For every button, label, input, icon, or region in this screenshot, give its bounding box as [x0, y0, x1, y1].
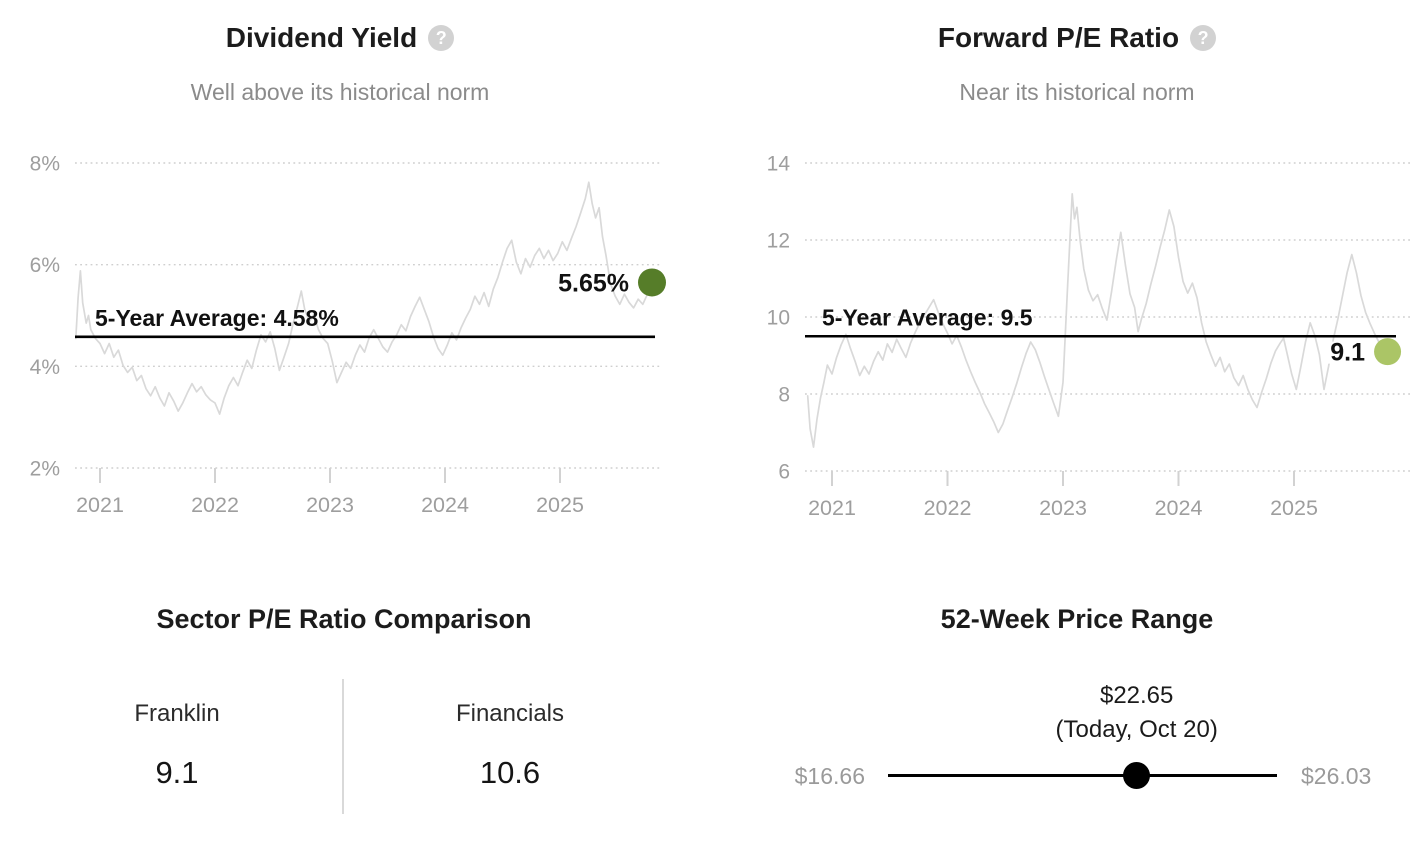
column-divider: [342, 679, 344, 814]
comparison-column-franklin: Franklin 9.1: [61, 700, 293, 791]
comparison-value: 9.1: [155, 755, 199, 790]
dividend-yield-history-line: [74, 181, 653, 415]
range-low-label: $16.66: [794, 763, 865, 789]
comparison-value: 10.6: [479, 755, 541, 790]
current-value-label: 5.65%: [558, 269, 629, 297]
x-axis-label: 2025: [1270, 496, 1318, 520]
y-axis-label: 8: [778, 384, 790, 407]
comparison-label: Franklin: [134, 700, 220, 727]
y-axis-label: 4%: [30, 356, 60, 379]
x-axis-label: 2023: [306, 493, 354, 517]
y-axis-label: 8%: [30, 153, 60, 176]
current-price-marker: [1123, 762, 1151, 789]
average-label: 5-Year Average: 9.5: [822, 304, 1033, 330]
comparison-column-financials: Financials 10.6: [394, 700, 626, 791]
y-axis-label: 2%: [30, 458, 60, 481]
y-axis-label: 10: [767, 307, 790, 330]
x-axis-label: 2023: [1039, 496, 1087, 520]
x-axis-label: 2024: [421, 493, 469, 517]
help-icon[interactable]: ?: [428, 25, 455, 51]
help-icon[interactable]: ?: [1190, 25, 1217, 51]
x-axis-label: 2022: [191, 493, 239, 517]
dividend-yield-subtitle: Well above its historical norm: [190, 79, 490, 105]
y-axis-label: 6: [778, 461, 790, 484]
dividend-yield-chart: 8% 6% 4% 2% 2021 2022 2023 2024 2025 5-Year Avera…: [30, 153, 666, 517]
forward-pe-subtitle: Near its historical norm: [959, 79, 1195, 105]
range-high-label: $26.03: [1301, 763, 1372, 789]
x-axis-label: 2024: [1155, 496, 1203, 520]
comparison-label: Financials: [455, 700, 565, 727]
forward-pe-title: Forward P/E Ratio: [937, 22, 1180, 53]
x-axis-label: 2021: [808, 496, 856, 520]
y-axis-label: 6%: [30, 254, 60, 277]
current-value-label: 9.1: [1330, 339, 1365, 367]
x-axis-label: 2021: [76, 493, 124, 517]
label-halo: [1325, 341, 1371, 364]
today-date-label: (Today, Oct 20): [1055, 716, 1218, 743]
dividend-yield-title: Dividend Yield: [225, 22, 418, 53]
price-range-track: [888, 774, 1277, 777]
current-value-dot: [1374, 338, 1402, 366]
forward-pe-chart: 14 12 10 8 6 2021 2022 2023 2024 2025 5-Year Avera…: [767, 153, 1410, 520]
dividend-yield-header: Dividend Yield ?: [0, 22, 680, 54]
y-axis-label: 14: [767, 153, 791, 176]
sector-comparison-title: Sector P/E Ratio Comparison: [156, 604, 532, 634]
x-axis-label: 2022: [924, 496, 972, 520]
today-price-label: $22.65: [1099, 682, 1174, 709]
x-axis-label: 2025: [536, 493, 584, 517]
y-axis-label: 12: [767, 230, 790, 253]
average-label: 5-Year Average: 4.58%: [95, 305, 339, 331]
price-range-title: 52-Week Price Range: [940, 604, 1214, 634]
forward-pe-header: Forward P/E Ratio ?: [712, 22, 1424, 54]
current-value-dot: [638, 268, 666, 297]
forward-pe-history-line: [806, 192, 1389, 448]
